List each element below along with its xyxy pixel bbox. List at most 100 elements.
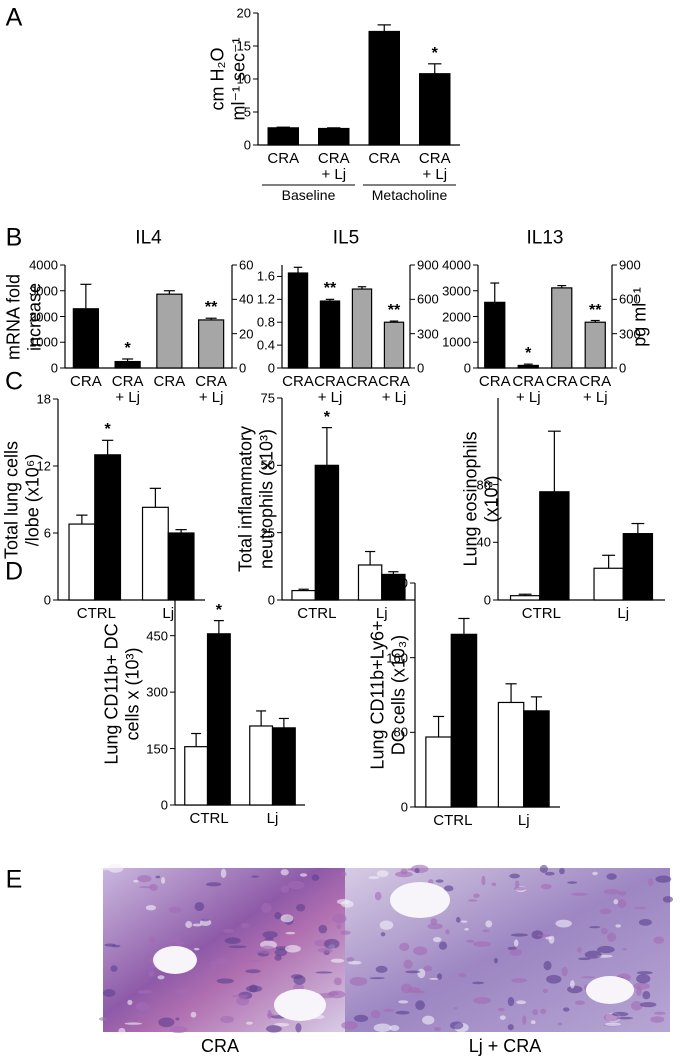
bar	[141, 506, 169, 601]
tissue-texture	[497, 1007, 505, 1012]
tissue-texture	[578, 957, 591, 961]
tissue-texture	[110, 965, 118, 972]
y-axis-label-line: neutrophils (x10³)	[256, 428, 276, 570]
y-tick-label: 0	[400, 799, 408, 815]
y-axis-label-line: /lobe (x10⁶)	[22, 453, 42, 546]
tissue-texture	[135, 1002, 150, 1011]
y-tick-label: 4000	[29, 257, 58, 273]
y-tick-label: 40	[476, 534, 491, 550]
tissue-texture	[395, 871, 413, 878]
tissue-texture	[575, 1000, 585, 1006]
bar	[539, 491, 570, 601]
tissue-texture	[349, 976, 368, 986]
x-tick-label: CRA + Lj	[418, 150, 451, 183]
tissue-texture	[571, 892, 588, 896]
x-tick-label: CRA	[545, 373, 578, 390]
tissue-texture	[400, 868, 408, 875]
tissue-texture	[540, 883, 552, 890]
tissue-texture	[636, 973, 651, 984]
y2-tick-label: 0	[239, 360, 247, 376]
y2-tick-label: 300	[619, 326, 641, 342]
y-tick-label: 0	[160, 797, 168, 813]
tissue-texture	[368, 876, 380, 880]
tissue-texture	[468, 899, 478, 902]
y-tick-label: 18	[36, 391, 51, 407]
tissue-texture	[133, 879, 139, 883]
tissue-texture	[604, 1022, 621, 1027]
y-tick-label: 0	[267, 360, 275, 376]
significance-marker: **	[204, 299, 218, 317]
y-tick-label: 150	[146, 741, 168, 757]
significance-marker: **	[387, 302, 401, 320]
x-tick-label: CTRL	[76, 605, 116, 622]
tissue-texture	[638, 919, 652, 926]
tissue-texture	[427, 923, 443, 930]
y-tick-label: 15	[236, 38, 251, 54]
tissue-texture	[515, 880, 520, 889]
bar	[72, 308, 99, 369]
y-axis-label-line: cells x (10³)	[122, 647, 142, 741]
y-tick-label: 2000	[442, 309, 471, 324]
tissue-texture	[481, 875, 486, 886]
tissue-texture	[161, 877, 166, 884]
y-axis-label-line: cm H₂O	[207, 47, 228, 111]
x-tick-label: CRA	[368, 150, 401, 167]
tissue-texture	[616, 1016, 634, 1020]
tissue-lumen	[153, 946, 197, 974]
tissue-texture	[395, 1010, 410, 1015]
tissue-texture	[434, 1027, 441, 1032]
tissue-texture	[542, 988, 549, 994]
tissue-texture	[630, 1000, 643, 1011]
panel-label: D	[4, 557, 24, 586]
y-tick-label: 10	[236, 71, 251, 87]
tissue-texture	[443, 885, 454, 892]
tissue-texture	[499, 1015, 506, 1020]
y2-tick-label: 300	[417, 326, 439, 342]
image-caption: CRA	[200, 1036, 240, 1056]
significance-marker: *	[431, 44, 438, 62]
tissue-texture	[145, 904, 157, 911]
y-tick-label: 160	[386, 650, 408, 666]
bar	[314, 464, 340, 601]
y-tick-label: 20	[236, 5, 251, 21]
y2-tick-label: 600	[417, 291, 439, 307]
tissue-texture	[185, 920, 193, 929]
tissue-texture	[410, 864, 429, 874]
tissue-texture	[655, 875, 672, 883]
tissue-texture	[456, 916, 461, 923]
tissue-texture	[653, 936, 665, 944]
tissue-texture	[567, 985, 583, 994]
tissue-texture	[539, 864, 548, 873]
tissue-texture	[98, 1017, 108, 1021]
bar	[484, 301, 506, 369]
tissue-texture	[340, 900, 354, 908]
tissue-texture	[540, 1008, 547, 1015]
y2-tick-label: 600	[619, 291, 641, 307]
tissue-texture	[168, 906, 182, 913]
tissue-texture	[250, 947, 263, 954]
tissue-texture	[341, 871, 347, 877]
tissue-texture	[246, 1021, 253, 1025]
tissue-texture	[466, 939, 475, 943]
tissue-texture	[611, 1011, 629, 1017]
tissue-texture	[513, 939, 519, 947]
tissue-texture	[293, 975, 306, 985]
y-axis-label-line: Lung eosinophils	[460, 431, 481, 567]
tissue-texture	[662, 896, 674, 903]
y2-tick-label: 40	[239, 291, 254, 307]
tissue-texture	[491, 882, 497, 887]
tissue-texture	[224, 937, 241, 944]
y-axis-label-line: increase	[24, 282, 44, 351]
tissue-texture	[201, 918, 210, 922]
tissue-texture	[175, 988, 190, 995]
tissue-texture	[516, 1000, 527, 1005]
tissue-texture	[561, 966, 568, 977]
bar	[622, 533, 654, 601]
x-tick-label: CRA + Lj	[111, 373, 144, 406]
tissue-texture	[647, 878, 654, 887]
tissue-texture	[99, 867, 109, 871]
y-axis-label: Lung CD11b+ DC cells x (10³)	[101, 623, 142, 764]
tissue-texture	[250, 959, 261, 963]
y-axis-label-line: (x10³)	[481, 475, 501, 523]
tissue-texture	[265, 1025, 282, 1033]
